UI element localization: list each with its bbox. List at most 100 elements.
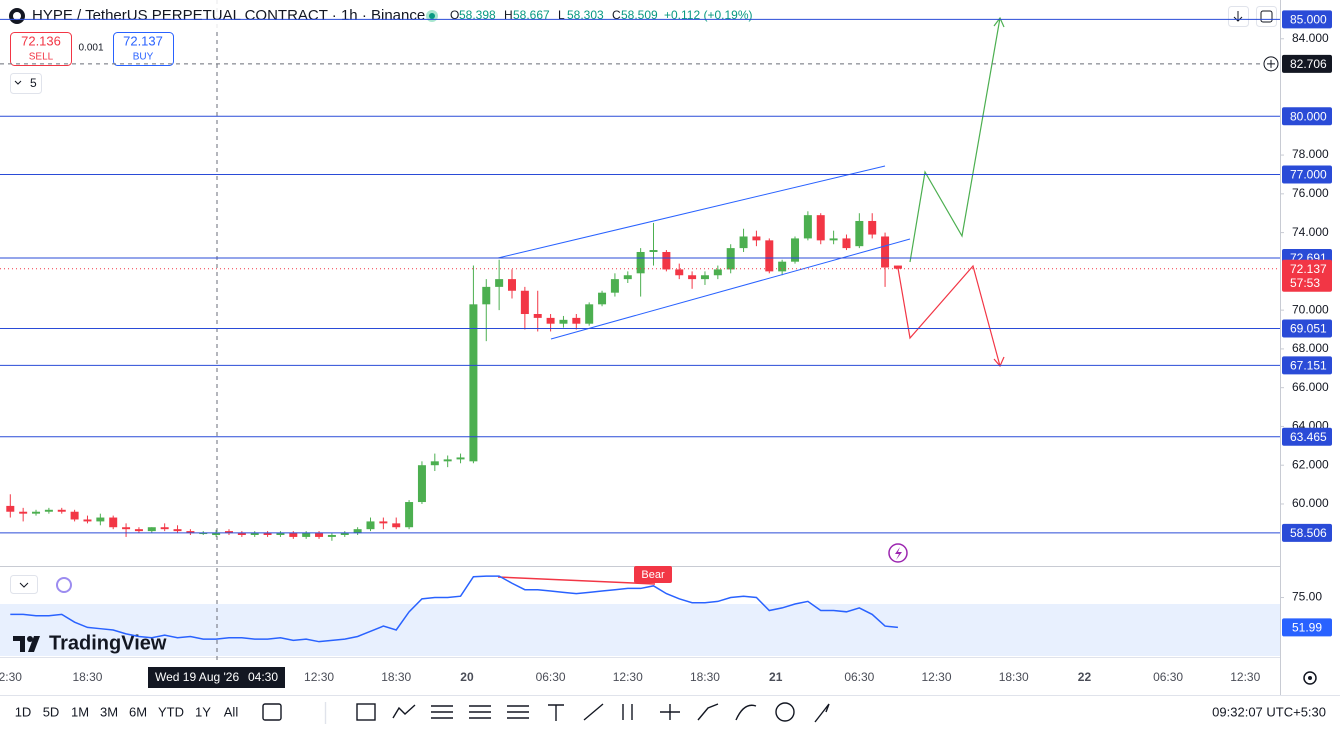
tool-fib[interactable]	[469, 705, 491, 719]
candle-body	[134, 529, 143, 532]
tool-eye[interactable]	[775, 702, 795, 722]
candle-body	[572, 317, 581, 324]
tool-path[interactable]	[392, 704, 416, 719]
candle-body	[109, 517, 118, 528]
ohlc-value: 58.667	[513, 8, 550, 22]
level-label: 63.465	[1290, 430, 1327, 444]
timeframe[interactable]: YTD	[158, 704, 184, 719]
timeframe[interactable]: 6M	[129, 704, 147, 719]
x-tick-label: 06:30	[1153, 670, 1183, 684]
candle-body	[623, 275, 632, 280]
indicators-toggle[interactable]	[10, 73, 42, 94]
chevron	[19, 582, 29, 588]
timeframe[interactable]: 1Y	[195, 704, 211, 719]
candle-body	[44, 509, 53, 512]
candle-body	[160, 527, 169, 530]
timeframe[interactable]: 5D	[43, 704, 60, 719]
level-label: 85.000	[1290, 13, 1327, 27]
event-icon[interactable]	[888, 543, 908, 563]
refresh-icon[interactable]	[56, 577, 72, 593]
candle-body	[868, 220, 877, 235]
candle-body	[649, 250, 658, 252]
candle-body	[893, 265, 902, 269]
candle-body	[585, 304, 594, 324]
candle-body	[726, 248, 735, 270]
indicator-count: 5	[30, 76, 37, 90]
timeframe[interactable]: All	[224, 704, 239, 719]
timeframe[interactable]: 1M	[71, 704, 89, 719]
y-tick-label: 70.000	[1292, 302, 1329, 316]
plus-icon	[1267, 59, 1275, 68]
drawing-tools	[262, 702, 830, 724]
candle-body	[122, 527, 131, 530]
level-label: 67.151	[1290, 359, 1327, 373]
y-tick-label: 84.000	[1292, 31, 1329, 45]
bear-label: Bear	[641, 569, 665, 581]
pane-toggle[interactable]	[10, 575, 38, 594]
candle-body	[675, 269, 684, 276]
ohlc-label: O	[450, 8, 459, 22]
lightning	[895, 547, 902, 560]
tool-trend[interactable]	[583, 703, 604, 721]
tool-lines[interactable]	[507, 705, 529, 719]
candle-body	[598, 292, 607, 305]
arrow-head	[993, 16, 1005, 28]
x-tick-label: 12:30	[613, 670, 643, 684]
crosshair-time-bg	[148, 667, 285, 688]
clock: 09:32:07 UTC+5:30	[1212, 704, 1326, 719]
sell-button[interactable]	[10, 32, 72, 66]
candle-body	[482, 286, 491, 305]
settings-icon[interactable]	[1303, 671, 1317, 685]
tv-logo-dot	[27, 636, 33, 642]
x-tick-label: 12:30	[1230, 670, 1260, 684]
date-range-icon[interactable]	[262, 703, 282, 721]
ohlc-value: 58.303	[567, 8, 604, 22]
bear-label-bg	[634, 566, 672, 583]
buy-button[interactable]	[113, 32, 174, 66]
tool-brush[interactable]	[697, 703, 719, 721]
candle-body	[881, 236, 890, 268]
x-tick-label: 18:30	[381, 670, 411, 684]
header-bg	[0, 0, 770, 30]
level-label-bg	[1282, 319, 1332, 338]
candle-body	[765, 240, 774, 272]
symbol-title[interactable]: HYPE / TetherUS PERPETUAL CONTRACT · 1h …	[32, 7, 425, 24]
fullscreen-icon	[1260, 10, 1273, 23]
buy-label: BUY	[133, 52, 154, 63]
timeframe[interactable]: 3M	[100, 704, 118, 719]
rsi-band	[0, 604, 1280, 656]
settings-icon-center	[1308, 676, 1312, 680]
candle-body	[456, 457, 465, 460]
candle-body	[829, 238, 838, 241]
candle-body	[546, 317, 555, 324]
tv-logo-text: TradingView	[49, 632, 167, 654]
timeframe[interactable]: 1D	[15, 704, 32, 719]
candle-body	[752, 236, 761, 241]
level-label-bg	[1282, 356, 1332, 375]
y-tick-label: 62.000	[1292, 457, 1329, 471]
x-tick-label: 20	[460, 670, 474, 684]
candle-body	[19, 511, 28, 514]
tool-position[interactable]	[660, 704, 680, 720]
x-tick-label: 18:30	[690, 670, 720, 684]
tool-pattern[interactable]	[622, 704, 633, 720]
tool-rect[interactable]	[356, 703, 376, 721]
y-tick-label: 68.000	[1292, 341, 1329, 355]
level-label-bg	[1282, 523, 1332, 542]
tool-arrow[interactable]	[814, 703, 830, 723]
candle-body	[469, 304, 478, 462]
candle-body	[791, 238, 800, 262]
symbol-logo-inner	[13, 12, 21, 20]
candle-body	[610, 279, 619, 293]
y-tick-label: 60.000	[1292, 496, 1329, 510]
tool-levels[interactable]	[431, 705, 453, 719]
fullscreen-button[interactable]	[1256, 6, 1277, 27]
chevron	[14, 80, 22, 85]
candle-body	[186, 531, 195, 534]
candle-body	[430, 461, 439, 466]
tool-text[interactable]	[548, 704, 564, 721]
rsi-last: 51.99	[1292, 621, 1322, 635]
candle-body	[533, 314, 542, 318]
tool-shape[interactable]	[735, 704, 757, 721]
